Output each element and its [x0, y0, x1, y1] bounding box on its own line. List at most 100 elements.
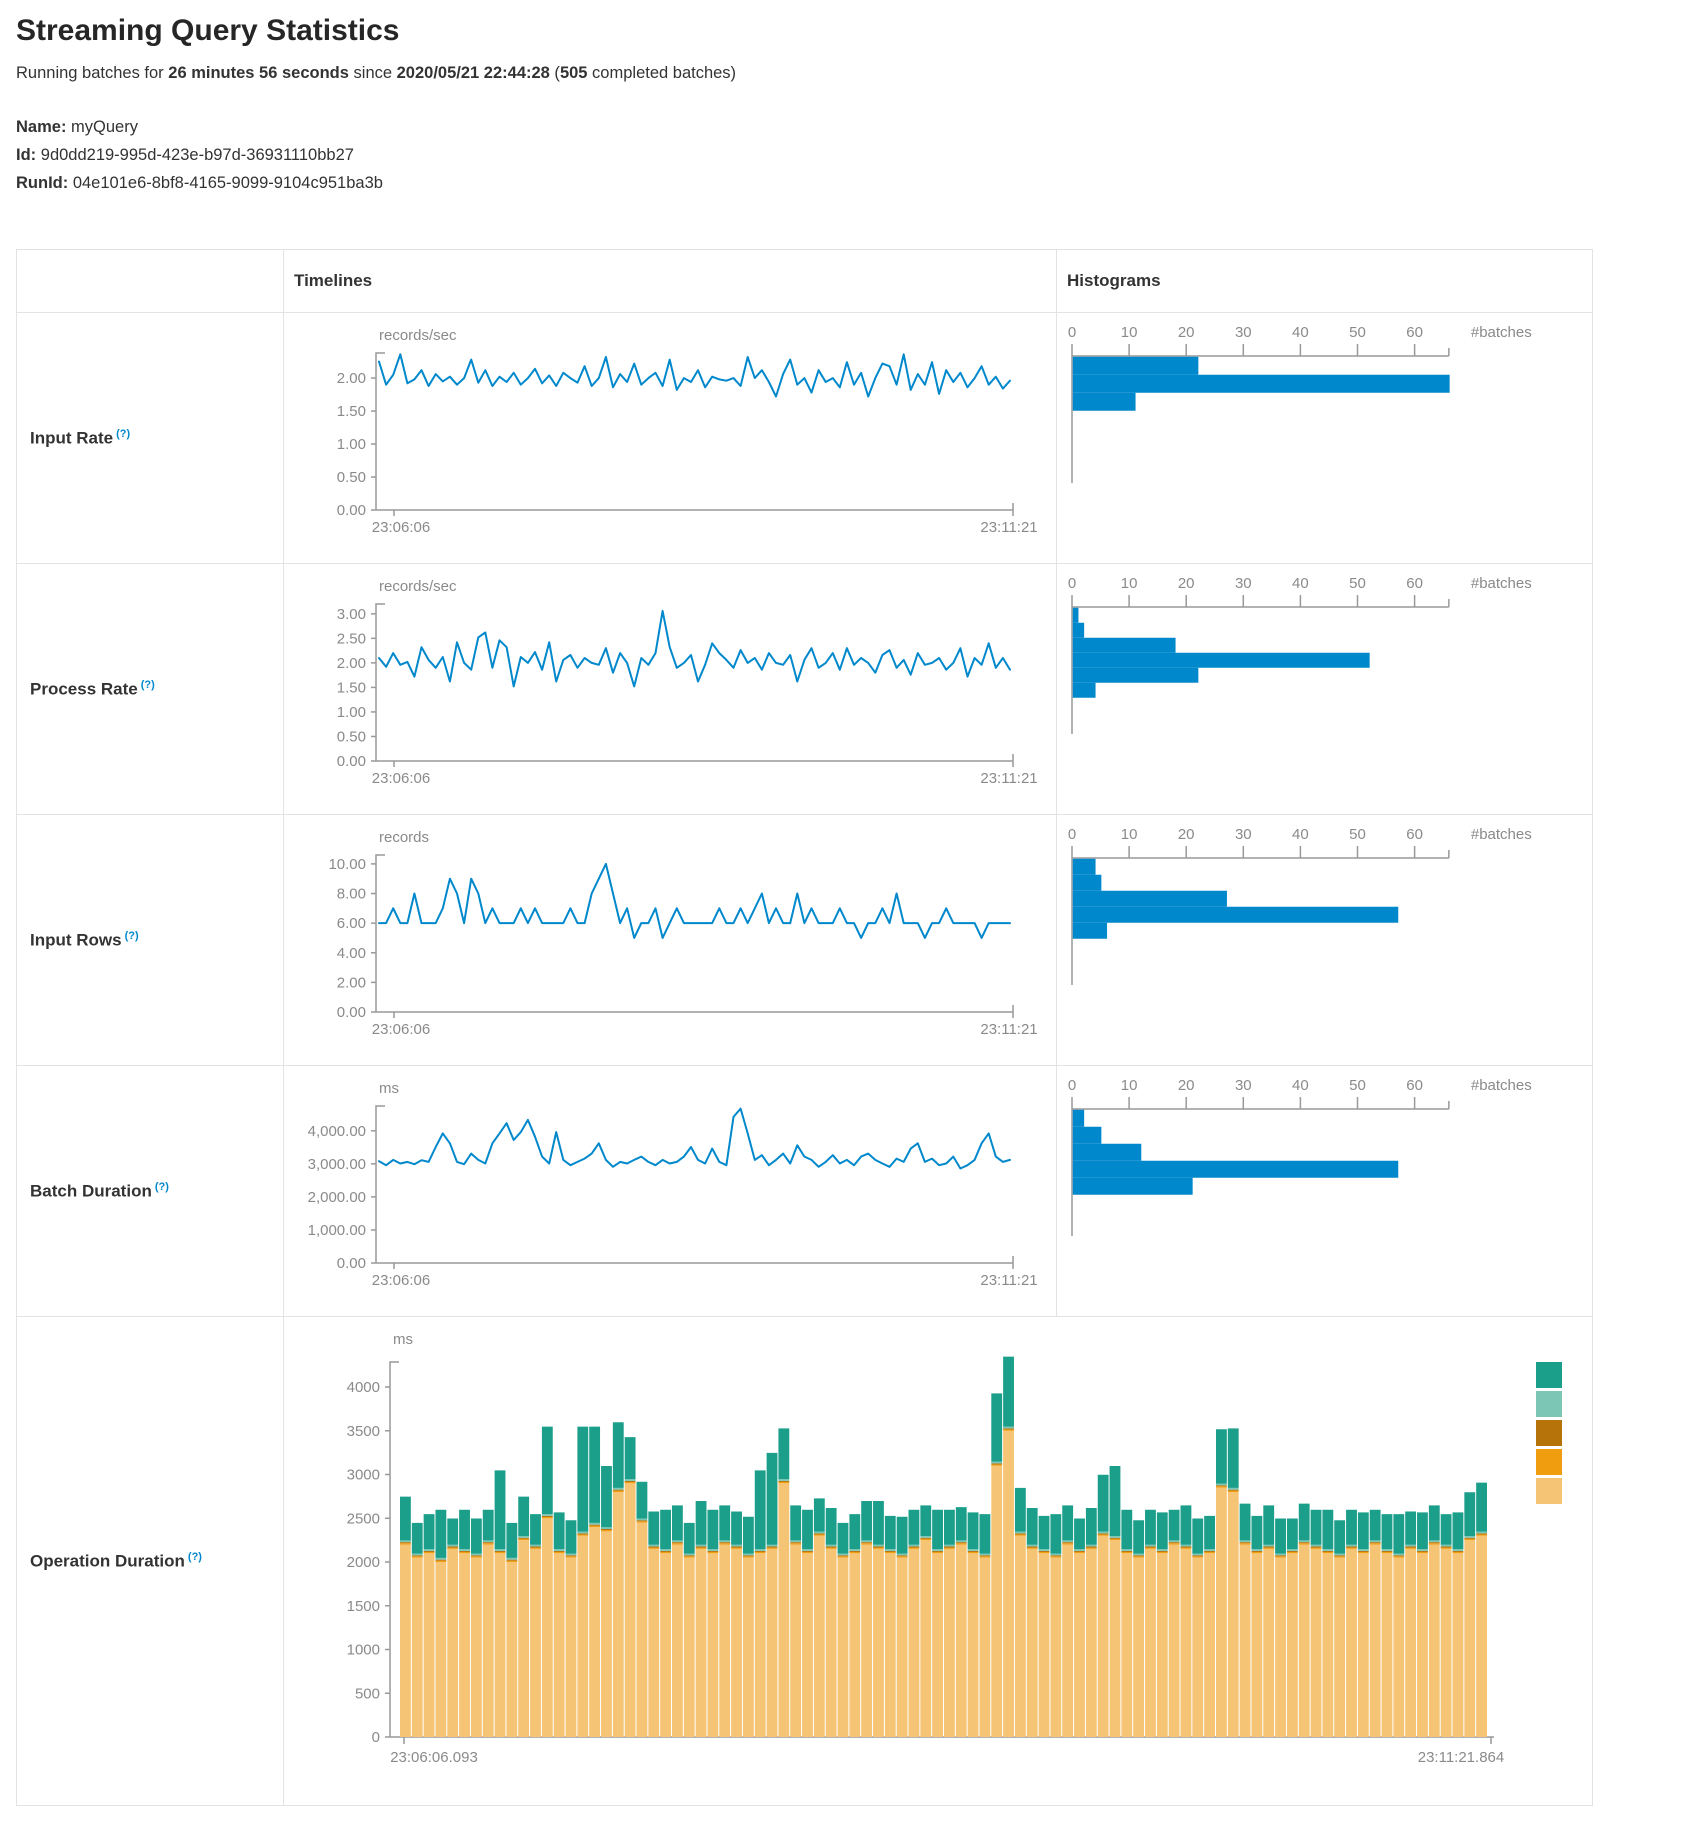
- input-rows-help-icon[interactable]: (?): [124, 929, 139, 942]
- process-rate-histogram-cell: 0 10 20 30 40 50 60 #batches: [1056, 564, 1591, 814]
- summary-duration: 26 minutes 56 seconds: [168, 64, 349, 82]
- svg-text:2,000.00: 2,000.00: [308, 1189, 366, 1206]
- input-rows-label: Input Rows (?): [30, 929, 139, 950]
- legend-swatch-3[interactable]: [1536, 1420, 1562, 1446]
- svg-text:30: 30: [1235, 826, 1252, 843]
- svg-text:23:06:06.093: 23:06:06.093: [390, 1749, 478, 1766]
- svg-text:23:11:21: 23:11:21: [980, 519, 1037, 536]
- svg-text:40: 40: [1292, 324, 1309, 341]
- operation-duration-help-icon[interactable]: (?): [187, 1550, 202, 1563]
- query-name-value: myQuery: [71, 118, 138, 136]
- batch-duration-help-icon[interactable]: (?): [154, 1180, 169, 1193]
- svg-text:1.50: 1.50: [337, 679, 366, 696]
- svg-text:20: 20: [1178, 575, 1195, 592]
- statistics-table: Timelines Histograms Input Rate (?) recor…: [16, 249, 1593, 1806]
- svg-text:0.50: 0.50: [337, 728, 366, 745]
- query-runid-value: 04e101e6-8bf8-4165-9099-9104c951ba3b: [72, 174, 383, 192]
- operation-duration-label-cell: Operation Duration (?): [17, 1317, 284, 1805]
- legend-swatch-1[interactable]: [1536, 1362, 1562, 1388]
- operation-duration-stacked-chart: ms 0 500 1000 1500 2000 2500 3000 3500 4000 23:06:…: [347, 1331, 1562, 1766]
- svg-text:1.50: 1.50: [337, 403, 366, 420]
- header-histograms: Histograms: [1056, 250, 1591, 312]
- legend-swatch-4[interactable]: [1536, 1449, 1562, 1475]
- svg-text:60: 60: [1406, 1077, 1423, 1094]
- input-rows-histogram-cell: 0 10 20 30 40 50 60 #batches: [1056, 815, 1591, 1065]
- input-rows-histogram-chart: 0 10 20 30 40 50 60 #batches: [1068, 826, 1532, 985]
- svg-text:ms: ms: [379, 1080, 399, 1097]
- svg-text:2.00: 2.00: [337, 974, 366, 991]
- svg-text:3000: 3000: [347, 1467, 380, 1484]
- summary-completed-count: 505: [559, 64, 588, 82]
- batch-duration-label-cell: Batch Duration (?): [17, 1066, 284, 1316]
- svg-text:500: 500: [355, 1685, 380, 1702]
- svg-text:4,000.00: 4,000.00: [308, 1123, 366, 1140]
- svg-text:records: records: [379, 829, 429, 846]
- table-header-row: Timelines Histograms: [17, 250, 1592, 312]
- query-id-line: Id: 9d0dd219-995d-423e-b97d-36931110bb27: [16, 141, 1693, 169]
- svg-text:30: 30: [1235, 324, 1252, 341]
- svg-text:0: 0: [1068, 1077, 1076, 1094]
- svg-text:23:11:21: 23:11:21: [980, 1021, 1037, 1038]
- svg-text:2000: 2000: [347, 1554, 380, 1571]
- page-title: Streaming Query Statistics: [16, 14, 400, 47]
- running-batches-summary: Running batches for 26 minutes 56 second…: [16, 64, 1693, 83]
- svg-text:2.00: 2.00: [337, 655, 366, 672]
- svg-text:40: 40: [1292, 1077, 1309, 1094]
- query-name-line: Name: myQuery: [16, 113, 1693, 141]
- header-metric-column: [17, 250, 284, 312]
- input-rate-histogram-cell: 0 10 20 30 40 50 60 #batches: [1056, 313, 1591, 563]
- svg-text:2.50: 2.50: [337, 630, 366, 647]
- legend-swatch-5[interactable]: [1536, 1478, 1562, 1504]
- svg-text:0.00: 0.00: [337, 753, 366, 770]
- svg-text:10: 10: [1121, 826, 1138, 843]
- svg-text:1,000.00: 1,000.00: [308, 1222, 366, 1239]
- process-rate-timeline-cell: records/sec 0.00 0.50 1.00 1.50 2.00 2.50 3.00 2…: [284, 564, 1056, 814]
- svg-text:50: 50: [1349, 575, 1366, 592]
- summary-mid: since: [348, 64, 397, 82]
- svg-text:1500: 1500: [347, 1598, 380, 1615]
- operation-duration-label: Operation Duration (?): [30, 1550, 202, 1571]
- query-runid-line: RunId: 04e101e6-8bf8-4165-9099-9104c951b…: [16, 169, 1693, 197]
- svg-text:50: 50: [1349, 324, 1366, 341]
- svg-text:20: 20: [1178, 826, 1195, 843]
- svg-text:23:11:21: 23:11:21: [980, 1272, 1037, 1289]
- table-row-batch-duration: Batch Duration (?) ms 0.00 1,000.00 2,000.00…: [17, 1065, 1592, 1316]
- summary-prefix: Running batches for: [16, 64, 169, 82]
- svg-text:23:06:06: 23:06:06: [372, 1021, 430, 1038]
- input-rate-help-icon[interactable]: (?): [116, 427, 131, 440]
- svg-text:23:11:21.864: 23:11:21.864: [1418, 1749, 1504, 1766]
- summary-suffix: completed batches): [587, 64, 737, 82]
- table-row-operation-duration: Operation Duration (?) ms 0 500 1000 1500 2000…: [17, 1316, 1592, 1805]
- query-metadata: Name: myQuery Id: 9d0dd219-995d-423e-b97…: [16, 113, 1693, 197]
- process-rate-label-cell: Process Rate (?): [17, 564, 284, 814]
- svg-text:2.00: 2.00: [337, 370, 366, 387]
- svg-text:0: 0: [1068, 826, 1076, 843]
- batch-duration-histogram-chart: 0 10 20 30 40 50 60 #batches: [1068, 1077, 1532, 1236]
- batch-duration-label: Batch Duration (?): [30, 1180, 169, 1201]
- process-rate-histogram-chart: 0 10 20 30 40 50 60 #batches: [1068, 575, 1532, 734]
- process-rate-timeline-chart: records/sec 0.00 0.50 1.00 1.50 2.00 2.50 3.00 2…: [337, 578, 1038, 787]
- svg-text:50: 50: [1349, 826, 1366, 843]
- input-rows-label-cell: Input Rows (?): [17, 815, 284, 1065]
- svg-text:4.00: 4.00: [337, 945, 366, 962]
- legend-swatch-2[interactable]: [1536, 1391, 1562, 1417]
- svg-text:10: 10: [1121, 1077, 1138, 1094]
- svg-text:40: 40: [1292, 575, 1309, 592]
- svg-text:6.00: 6.00: [337, 915, 366, 932]
- table-row-input-rows: Input Rows (?) records 0.00 2.00 4.00 6.00 8.0…: [17, 814, 1592, 1065]
- header-timelines: Timelines: [294, 271, 373, 290]
- table-row-input-rate: Input Rate (?) records/sec 0.00 0.50 1.00 1.5…: [17, 312, 1592, 563]
- svg-text:10: 10: [1121, 324, 1138, 341]
- svg-text:23:06:06: 23:06:06: [372, 770, 430, 787]
- svg-text:#batches: #batches: [1471, 575, 1532, 592]
- svg-text:2500: 2500: [347, 1510, 380, 1527]
- svg-text:20: 20: [1178, 1077, 1195, 1094]
- svg-text:3,000.00: 3,000.00: [308, 1156, 366, 1173]
- query-runid-label: RunId:: [16, 174, 69, 192]
- process-rate-help-icon[interactable]: (?): [140, 678, 155, 691]
- table-row-process-rate: Process Rate (?) records/sec 0.00 0.50 1.00 1…: [17, 563, 1592, 814]
- summary-paren: (: [549, 64, 560, 82]
- svg-text:0: 0: [1068, 324, 1076, 341]
- svg-text:1.00: 1.00: [337, 436, 366, 453]
- svg-text:4000: 4000: [347, 1379, 380, 1396]
